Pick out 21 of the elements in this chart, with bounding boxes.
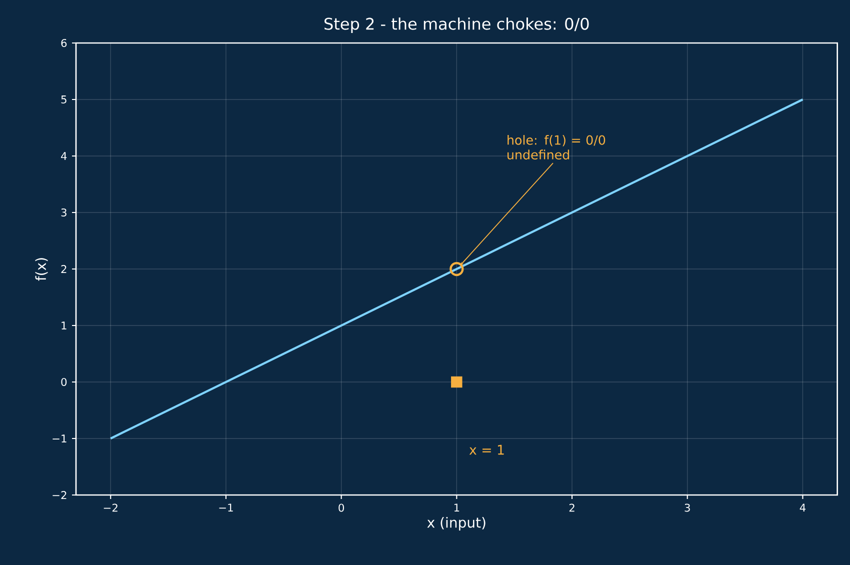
x-axis-title: x (input) bbox=[427, 516, 486, 530]
chart-title: Step 2 - the machine chokes: 0/0 bbox=[324, 17, 589, 33]
y-tick-label: 4 bbox=[61, 152, 67, 160]
y-axis-title: f(x) bbox=[35, 258, 48, 281]
x-tick-label: 2 bbox=[569, 504, 574, 512]
x-tick-label: 0 bbox=[338, 504, 344, 512]
annotation: hole: f(1) = 0/0 undefined bbox=[508, 135, 606, 160]
x-tick-label: 1 bbox=[454, 504, 460, 512]
annotation: x = 1 bbox=[469, 444, 504, 455]
y-tick-label: 3 bbox=[61, 208, 66, 217]
x-tick-label: −2 bbox=[104, 504, 118, 512]
y-tick-label: 6 bbox=[61, 38, 67, 48]
x-tick-label: 3 bbox=[684, 504, 690, 512]
x-tick-label: 4 bbox=[800, 504, 806, 512]
y-tick-label: 2 bbox=[61, 265, 66, 273]
y-tick-label: 1 bbox=[62, 322, 66, 330]
x-tick-label: −1 bbox=[219, 504, 233, 512]
y-tick-label: −1 bbox=[52, 434, 66, 442]
y-tick-label: 0 bbox=[61, 378, 67, 386]
y-tick-label: 5 bbox=[61, 96, 66, 104]
y-tick-label: −2 bbox=[52, 491, 66, 499]
